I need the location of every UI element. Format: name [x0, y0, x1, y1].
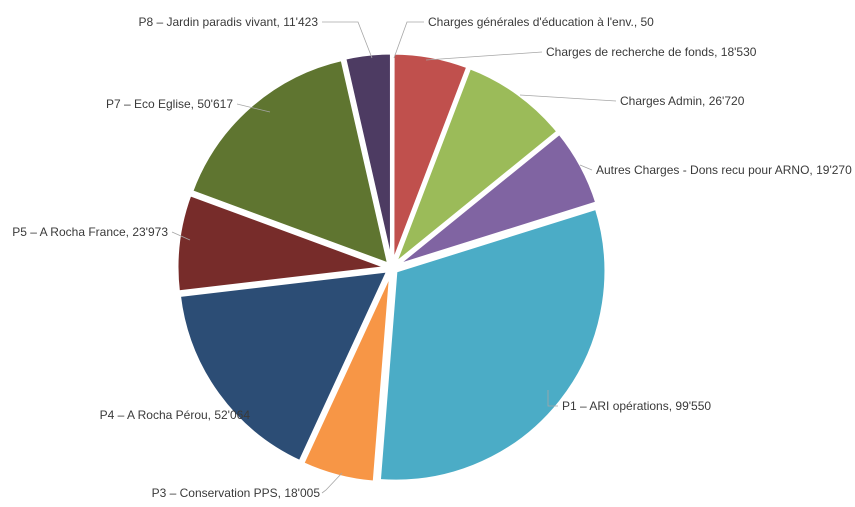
leader-line: [322, 21, 373, 59]
pie-slice: [177, 269, 390, 464]
slice-label: P4 – A Rocha Pérou, 52'064: [100, 408, 251, 422]
leader-line: [519, 94, 617, 102]
leader-lines: [171, 21, 617, 494]
slice-labels: Charges générales d'éducation à l'env., …: [12, 15, 852, 500]
slice-label: Autres Charges - Dons recu pour ARNO, 19…: [596, 163, 852, 177]
pie-slices: [175, 51, 608, 484]
slice-label: Charges générales d'éducation à l'env., …: [428, 15, 654, 29]
leader-line: [425, 51, 543, 61]
slice-label: Charges de recherche de fonds, 18'530: [546, 45, 757, 59]
pie-slice: [175, 193, 389, 294]
pie-slice: [393, 66, 560, 266]
pie-slice: [190, 58, 391, 266]
pie-slice: [394, 131, 599, 268]
slice-label: P5 – A Rocha France, 23'973: [12, 225, 168, 239]
pie-slice: [301, 271, 393, 484]
slice-label: P7 – Eco Eglise, 50'617: [106, 97, 233, 111]
slice-label: P1 – ARI opérations, 99'550: [562, 399, 711, 413]
leader-line: [579, 164, 593, 171]
slice-label: Charges Admin, 26'720: [620, 94, 745, 108]
leader-line: [321, 472, 343, 494]
leader-line: [171, 231, 191, 241]
leader-line: [393, 21, 424, 59]
pie-slice: [391, 51, 470, 265]
slice-label: P8 – Jardin paradis vivant, 11'423: [138, 15, 318, 29]
leader-line: [547, 390, 558, 407]
slice-label: P3 – Conservation PPS, 18'005: [152, 486, 321, 500]
leader-line: [236, 103, 271, 113]
pie-slice: [377, 206, 608, 483]
pie-slice: [343, 51, 393, 265]
